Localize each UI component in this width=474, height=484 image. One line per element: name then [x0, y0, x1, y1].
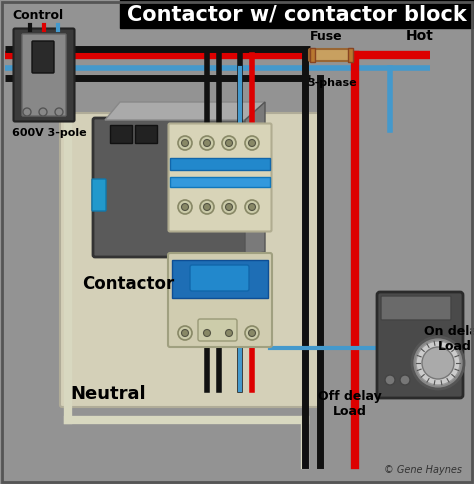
Circle shape: [178, 200, 192, 214]
FancyBboxPatch shape: [381, 296, 451, 320]
Circle shape: [245, 326, 259, 340]
Bar: [348, 48, 353, 62]
Text: Hot: Hot: [406, 29, 434, 43]
FancyBboxPatch shape: [93, 118, 252, 257]
Text: 3-phase: 3-phase: [307, 78, 356, 88]
Polygon shape: [105, 102, 265, 120]
Circle shape: [226, 203, 233, 211]
FancyBboxPatch shape: [198, 319, 237, 341]
Circle shape: [203, 139, 210, 147]
FancyBboxPatch shape: [190, 265, 249, 291]
Circle shape: [248, 203, 255, 211]
Circle shape: [23, 108, 31, 116]
Circle shape: [400, 375, 410, 385]
FancyBboxPatch shape: [60, 113, 319, 407]
FancyBboxPatch shape: [32, 41, 54, 73]
Circle shape: [222, 136, 236, 150]
Circle shape: [200, 200, 214, 214]
Bar: [110, 125, 132, 143]
Bar: [135, 125, 157, 143]
Text: Contactor: Contactor: [82, 275, 174, 293]
Circle shape: [385, 375, 395, 385]
Circle shape: [245, 200, 259, 214]
Circle shape: [178, 136, 192, 150]
Text: Control: Control: [12, 9, 63, 22]
Circle shape: [203, 330, 210, 336]
Circle shape: [222, 326, 236, 340]
Text: Off delay
Load: Off delay Load: [318, 390, 382, 418]
FancyBboxPatch shape: [168, 253, 272, 347]
Circle shape: [178, 326, 192, 340]
Bar: [172, 260, 268, 298]
Text: © Gene Haynes: © Gene Haynes: [384, 465, 462, 475]
Circle shape: [200, 136, 214, 150]
Circle shape: [39, 108, 47, 116]
FancyBboxPatch shape: [22, 34, 66, 116]
FancyBboxPatch shape: [92, 179, 106, 211]
Text: Contactor w/ contactor block: Contactor w/ contactor block: [127, 4, 467, 24]
Text: Neutral: Neutral: [70, 385, 146, 403]
Circle shape: [55, 108, 63, 116]
Circle shape: [182, 203, 189, 211]
Bar: [170, 158, 270, 170]
Circle shape: [422, 347, 454, 379]
FancyBboxPatch shape: [377, 292, 463, 398]
FancyBboxPatch shape: [309, 49, 353, 61]
Circle shape: [222, 200, 236, 214]
Circle shape: [248, 330, 255, 336]
Circle shape: [412, 337, 464, 389]
Circle shape: [226, 139, 233, 147]
Bar: [120, 0, 474, 28]
Circle shape: [182, 139, 189, 147]
FancyBboxPatch shape: [168, 123, 272, 231]
Text: 600V 3-pole: 600V 3-pole: [12, 128, 87, 138]
Text: On delay
Load: On delay Load: [424, 325, 474, 353]
Bar: [310, 48, 315, 62]
Circle shape: [226, 330, 233, 336]
Circle shape: [182, 330, 189, 336]
Text: Fuse: Fuse: [310, 30, 342, 43]
Circle shape: [203, 203, 210, 211]
Polygon shape: [245, 102, 265, 255]
Circle shape: [416, 341, 460, 385]
Circle shape: [245, 136, 259, 150]
Circle shape: [200, 326, 214, 340]
Bar: [170, 177, 270, 187]
Circle shape: [248, 139, 255, 147]
FancyBboxPatch shape: [13, 29, 74, 121]
